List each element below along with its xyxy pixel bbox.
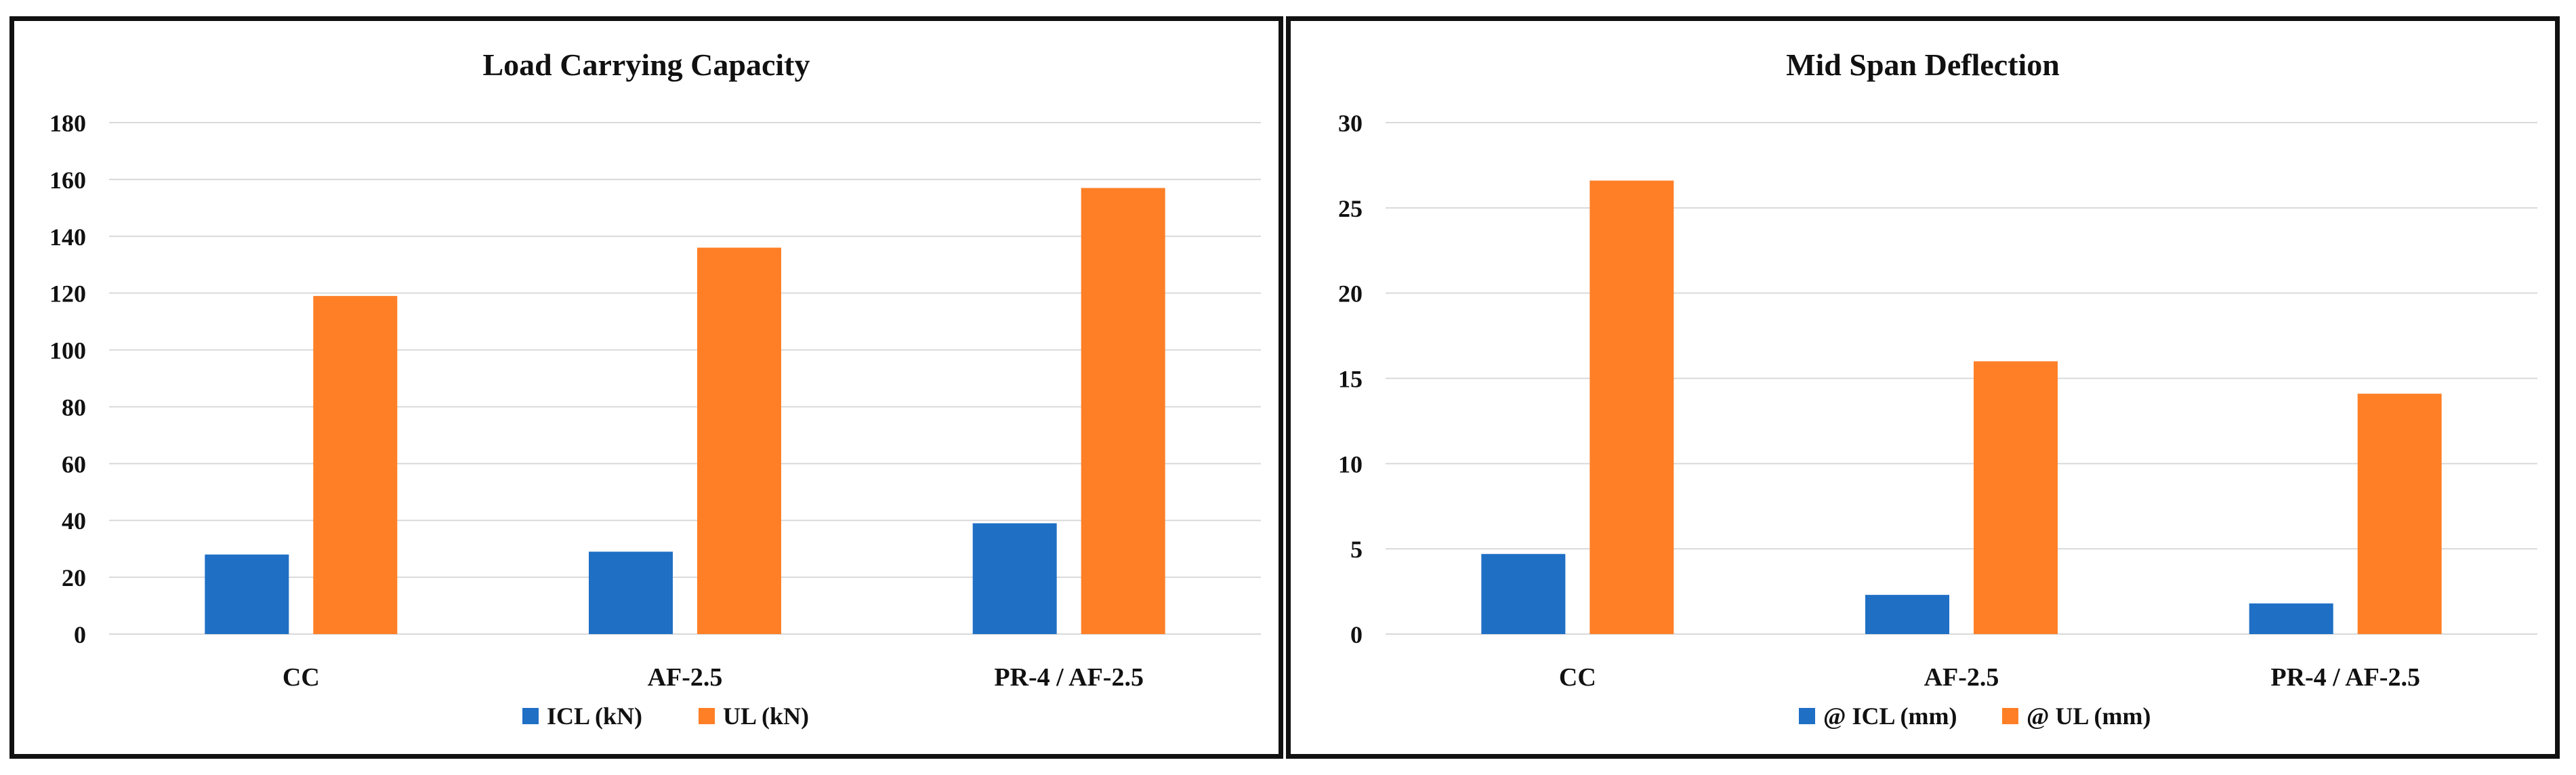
y-tick-label: 140	[49, 224, 86, 251]
legend-swatch	[699, 708, 715, 724]
legend-label: @ ICL (mm)	[1823, 703, 1957, 730]
legend-label: @ UL (mm)	[2027, 703, 2151, 730]
y-tick-label: 0	[74, 621, 86, 648]
bar-ul-mm-pr-4-af-2-5	[2357, 394, 2442, 634]
bar-ul-kn-cc	[313, 295, 398, 634]
bar-icl-kn-pr-4-af-2-5	[972, 523, 1057, 634]
y-tick-label: 80	[62, 394, 86, 421]
y-tick-label: 15	[1338, 366, 1363, 393]
legend-swatch	[2002, 708, 2018, 724]
legend-swatch	[1799, 708, 1815, 724]
y-tick-label: 30	[1338, 110, 1363, 137]
y-tick-label: 120	[49, 280, 86, 308]
chart-panel-load-capacity: Load Carrying Capacity 0 20 40 60 80 100 120 14…	[9, 16, 1283, 759]
bar-chart-deflection: 0 5 10 15 20 25 30 CC AF-2.5 PR-4 / AF-2.5 @ ICL (…	[1338, 110, 2537, 730]
bar-ul-mm-af-2-5	[1974, 361, 2058, 634]
x-tick-label: AF-2.5	[1924, 663, 1999, 692]
bar-icl-kn-af-2-5	[589, 551, 673, 634]
x-tick-label: CC	[1559, 663, 1596, 692]
legend-label: ICL (kN)	[547, 703, 642, 730]
bar-icl-kn-cc	[205, 554, 289, 634]
y-tick-label: 5	[1350, 536, 1363, 563]
bar-icl-mm-af-2-5	[1865, 595, 1949, 634]
bar-ul-mm-cc	[1590, 180, 1674, 634]
y-tick-label: 180	[49, 110, 86, 137]
y-tick-label: 100	[49, 337, 86, 364]
legend-label: UL (kN)	[723, 703, 809, 730]
bar-ul-kn-pr-4-af-2-5	[1081, 188, 1165, 634]
y-tick-label: 20	[1338, 280, 1363, 308]
y-tick-label: 20	[62, 564, 86, 591]
x-tick-label: PR-4 / AF-2.5	[2270, 663, 2420, 692]
bar-icl-mm-cc	[1481, 553, 1566, 634]
x-tick-label: AF-2.5	[648, 663, 723, 692]
y-tick-label: 60	[62, 451, 86, 478]
bar-icl-mm-pr-4-af-2-5	[2249, 603, 2333, 634]
x-tick-label: PR-4 / AF-2.5	[994, 663, 1144, 692]
y-tick-label: 0	[1350, 621, 1363, 648]
chart-title: Load Carrying Capacity	[482, 47, 810, 82]
y-tick-label: 25	[1338, 195, 1363, 222]
bar-ul-kn-af-2-5	[697, 247, 781, 634]
chart-panel-deflection: Mid Span Deflection 0 5 10 15 20 25 30 CC AF-2.5…	[1286, 16, 2560, 759]
y-tick-label: 160	[49, 167, 86, 194]
legend-swatch	[522, 708, 539, 724]
y-tick-label: 10	[1338, 451, 1363, 478]
x-tick-label: CC	[283, 663, 320, 692]
bar-chart-load-capacity: 0 20 40 60 80 100 120 140 160 180 CC AF-2.5 PR-4 / A…	[49, 110, 1261, 730]
chart-title: Mid Span Deflection	[1786, 47, 2060, 82]
y-tick-label: 40	[62, 507, 86, 535]
